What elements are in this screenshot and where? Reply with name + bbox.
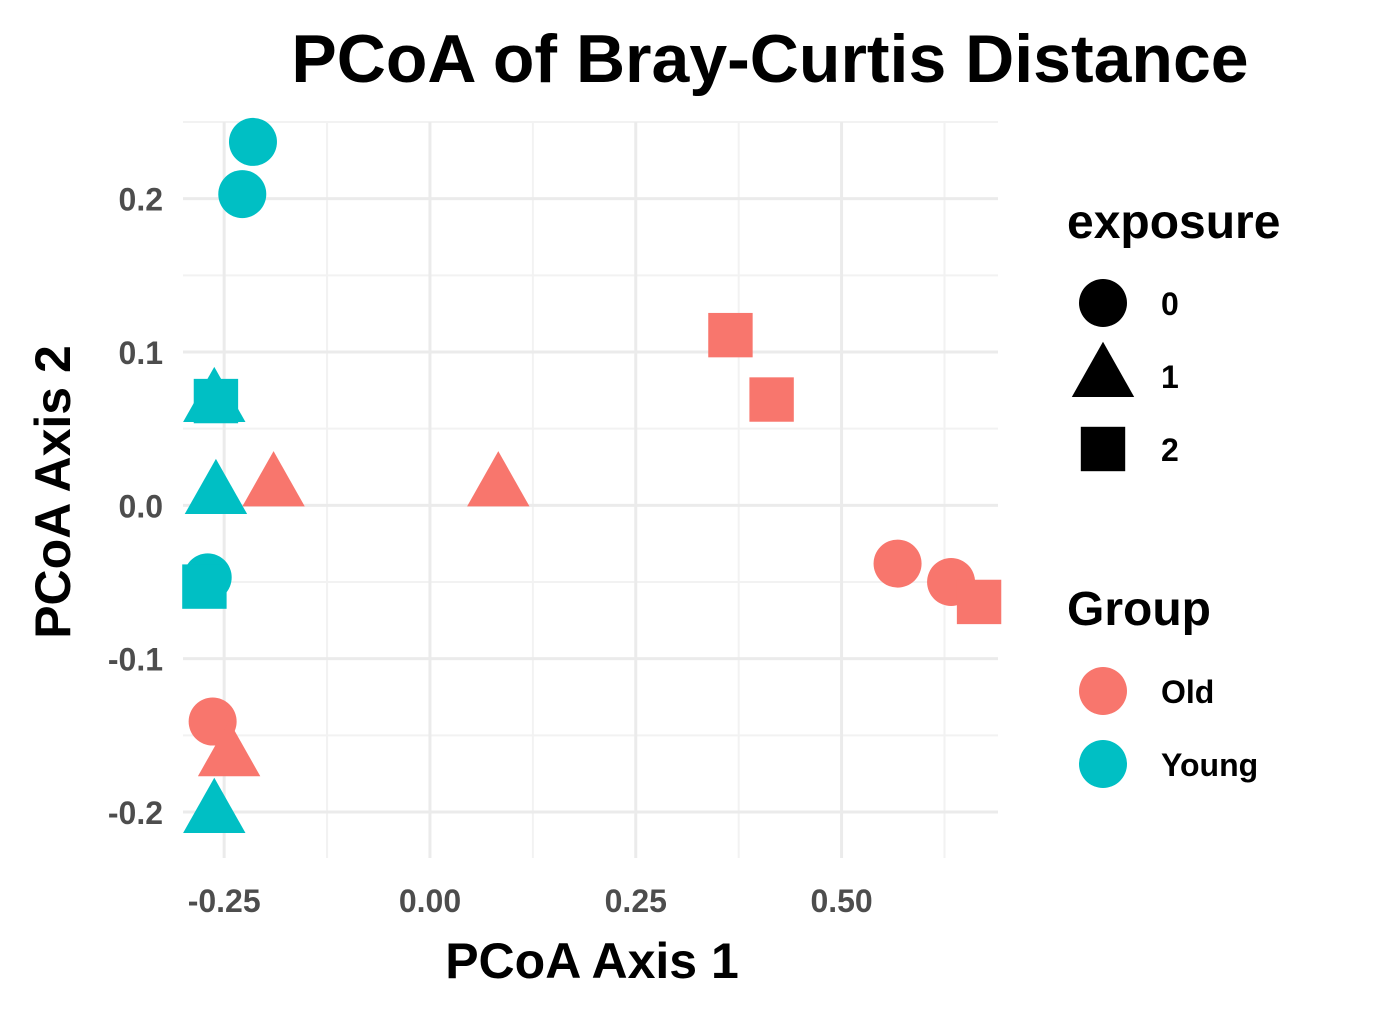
legend-title-group: Group: [1067, 583, 1211, 636]
y-tick-label: -0.1: [108, 642, 163, 678]
legend-key-triangle: [1071, 341, 1135, 397]
x-tick-label: -0.25: [188, 883, 261, 919]
y-tick-label: 0.2: [119, 182, 163, 218]
y-axis-tick-labels: -0.2 -0.1 0.0 0.1 0.2: [108, 182, 163, 831]
x-axis-tick-labels: -0.25 0.00 0.25 0.50: [188, 883, 873, 919]
data-point-old-square: [749, 377, 794, 422]
legend-label-group: Old: [1161, 674, 1214, 710]
legend-label-exposure: 0: [1161, 286, 1179, 322]
y-axis-title: PCoA Axis 2: [25, 345, 81, 639]
data-point-old-triangle: [242, 451, 305, 507]
y-tick-label: -0.2: [108, 795, 163, 831]
data-point-old-triangle: [467, 451, 530, 507]
legend-key-young: [1079, 740, 1127, 788]
x-tick-label: 0.00: [399, 883, 461, 919]
data-point-young-circle: [218, 170, 267, 219]
legend-label-group: Young: [1161, 747, 1258, 783]
x-tick-label: 0.25: [605, 883, 667, 919]
data-point-old-square: [708, 312, 753, 358]
legend-shape-entries: 0 1 2: [1071, 279, 1179, 472]
chart-title: PCoA of Bray-Curtis Distance: [291, 21, 1248, 97]
x-axis-title: PCoA Axis 1: [445, 933, 739, 989]
data-point-old-circle: [873, 539, 922, 588]
data-point-old-square: [956, 579, 1002, 625]
legend-key-old: [1079, 667, 1127, 715]
data-point-young-circle: [228, 117, 277, 166]
legend-key-square: [1080, 426, 1126, 472]
data-points: [182, 117, 1002, 833]
y-tick-label: 0.1: [119, 335, 163, 371]
data-point-young-square: [182, 564, 227, 609]
legend-label-exposure: 2: [1161, 432, 1179, 468]
grid-lines: [183, 121, 998, 858]
legend: exposure Group 0 1 2 Old Young: [1067, 196, 1280, 788]
data-point-old-triangle: [197, 721, 261, 777]
legend-label-exposure: 1: [1161, 359, 1179, 395]
data-point-young-triangle: [183, 777, 246, 833]
data-point-young-square: [193, 378, 239, 424]
y-tick-label: 0.0: [119, 488, 163, 524]
data-point-young-triangle: [184, 458, 248, 515]
legend-color-entries: Old Young: [1079, 667, 1258, 788]
x-tick-label: 0.50: [810, 883, 872, 919]
legend-title-exposure: exposure: [1067, 196, 1280, 249]
legend-key-circle: [1079, 279, 1127, 327]
